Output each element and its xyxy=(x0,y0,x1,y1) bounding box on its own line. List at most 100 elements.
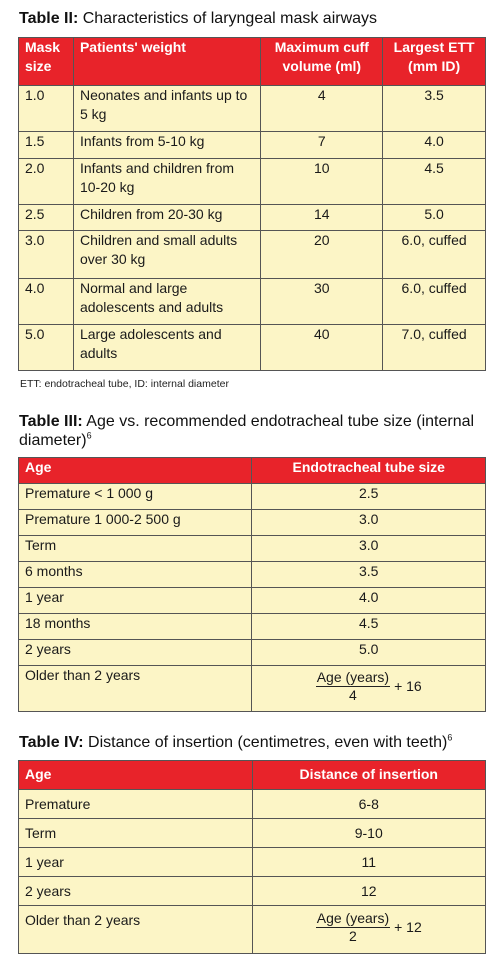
cell-mask-size: 2.5 xyxy=(18,204,74,231)
cell-tube-size: 4.0 xyxy=(251,587,486,614)
cell-cuff-volume: 30 xyxy=(260,278,384,325)
cell-weight: Children from 20-30 kg xyxy=(72,204,262,231)
formula-numerator: Age (years) xyxy=(315,910,391,928)
table3-title-reference: 6 xyxy=(86,430,92,441)
cell-tube-size: 3.0 xyxy=(251,509,486,536)
cell-weight: Children and small adults over 30 kg xyxy=(72,230,262,279)
table-row: Term 3.0 xyxy=(17,535,486,562)
cell-age: Premature xyxy=(18,789,253,819)
cell-distance: 12 xyxy=(251,876,486,906)
cell-age: Older than 2 years xyxy=(18,905,253,954)
header-tube-size: Endotracheal tube size xyxy=(251,457,486,484)
cell-cuff-volume: 7 xyxy=(260,131,384,159)
cell-ett: 7.0, cuffed xyxy=(382,324,486,371)
header-insertion-distance: Distance of insertion xyxy=(251,760,486,790)
table2: Mask size Patients' weight Maximum cuff … xyxy=(18,37,486,371)
table-row: 6 months 3.5 xyxy=(17,561,486,588)
cell-mask-size: 5.0 xyxy=(18,324,74,371)
table-row: 4.0 Normal and large adolescents and adu… xyxy=(18,278,486,325)
cell-tube-size: 4.5 xyxy=(251,613,486,640)
table-row: 1.0 Neonates and infants up to 5 kg 4 3.… xyxy=(18,85,486,132)
table2-title-text: Characteristics of laryngeal mask airway… xyxy=(78,10,378,27)
cell-ett: 6.0, cuffed xyxy=(382,278,486,325)
table4-title-reference: 6 xyxy=(447,732,453,743)
table-row: Premature 1 000-2 500 g 3.0 xyxy=(17,509,486,536)
cell-ett: 4.0 xyxy=(382,131,486,159)
table-row: 1.5 Infants from 5-10 kg 7 4.0 xyxy=(18,131,486,159)
formula-suffix: + 16 xyxy=(394,678,422,694)
table-row: Older than 2 years Age (years) 2 + 12 xyxy=(18,905,486,954)
formula-denominator: 2 xyxy=(349,928,357,944)
header-age: Age xyxy=(18,760,253,790)
formula-denominator: 4 xyxy=(349,687,357,703)
cell-ett: 5.0 xyxy=(382,204,486,231)
cell-age: 18 months xyxy=(17,613,253,640)
cell-weight: Neonates and infants up to 5 kg xyxy=(72,85,262,132)
cell-cuff-volume: 40 xyxy=(260,324,384,371)
cell-cuff-volume: 4 xyxy=(260,85,384,132)
cell-tube-size-formula: Age (years) 4 + 16 xyxy=(251,665,486,712)
cell-tube-size: 3.5 xyxy=(251,561,486,588)
table2-caption: Table II: Characteristics of laryngeal m… xyxy=(19,9,489,28)
table2-title-label: Table II: xyxy=(19,10,79,27)
cell-distance: 6-8 xyxy=(251,789,486,819)
cell-age: Older than 2 years xyxy=(17,665,253,712)
cell-cuff-volume: 20 xyxy=(260,230,384,279)
table3: Age Endotracheal tube size Premature < 1… xyxy=(17,457,486,712)
table-row: 3.0 Children and small adults over 30 kg… xyxy=(18,230,486,279)
cell-cuff-volume: 10 xyxy=(260,158,384,205)
cell-tube-size: 2.5 xyxy=(251,483,486,510)
table3-caption: Table III: Age vs. recommended endotrach… xyxy=(19,412,489,450)
cell-mask-size: 1.5 xyxy=(18,131,74,159)
cell-age: 1 year xyxy=(17,587,253,614)
cell-weight: Infants from 5-10 kg xyxy=(72,131,262,159)
cell-ett: 3.5 xyxy=(382,85,486,132)
cell-age: Term xyxy=(18,818,253,848)
table4-header-row: Age Distance of insertion xyxy=(18,760,486,790)
cell-mask-size: 3.0 xyxy=(18,230,74,279)
table3-title-label: Table III: xyxy=(19,413,83,430)
table4-caption: Table IV: Distance of insertion (centime… xyxy=(19,733,489,752)
header-patients-weight: Patients' weight xyxy=(72,37,262,86)
formula-suffix: + 12 xyxy=(394,919,422,935)
formula-numerator: Age (years) xyxy=(315,669,391,687)
header-largest-ett: Largest ETT (mm ID) xyxy=(382,37,486,86)
header-age: Age xyxy=(17,457,253,484)
cell-age: 2 years xyxy=(17,639,253,666)
table-row: 2.0 Infants and children from 10-20 kg 1… xyxy=(18,158,486,205)
table2-footnote: ETT: endotracheal tube, ID: internal dia… xyxy=(20,378,229,390)
header-mask-size: Mask size xyxy=(18,37,74,86)
cell-ett: 4.5 xyxy=(382,158,486,205)
table-row: 1 year 4.0 xyxy=(17,587,486,614)
cell-mask-size: 1.0 xyxy=(18,85,74,132)
cell-distance-formula: Age (years) 2 + 12 xyxy=(251,905,486,954)
table-row: 2 years 12 xyxy=(18,876,486,906)
table-row: 18 months 4.5 xyxy=(17,613,486,640)
table-row: 1 year 11 xyxy=(18,847,486,877)
cell-age: Premature 1 000-2 500 g xyxy=(17,509,253,536)
table4-title-label: Table IV: xyxy=(19,734,84,751)
cell-age: 1 year xyxy=(18,847,253,877)
table3-header-row: Age Endotracheal tube size xyxy=(17,457,486,484)
cell-tube-size: 5.0 xyxy=(251,639,486,666)
formula-fraction: Age (years) 4 xyxy=(315,669,391,704)
table-row: Premature < 1 000 g 2.5 xyxy=(17,483,486,510)
cell-weight: Normal and large adolescents and adults xyxy=(72,278,262,325)
table-row: 5.0 Large adolescents and adults 40 7.0,… xyxy=(18,324,486,371)
table-row: Term 9-10 xyxy=(18,818,486,848)
cell-age: Term xyxy=(17,535,253,562)
table3-title-text: Age vs. recommended endotracheal tube si… xyxy=(19,413,475,449)
cell-mask-size: 4.0 xyxy=(18,278,74,325)
table4-title-text: Distance of insertion (centimetres, even… xyxy=(83,734,448,751)
table2-header-row: Mask size Patients' weight Maximum cuff … xyxy=(18,37,486,86)
cell-tube-size: 3.0 xyxy=(251,535,486,562)
cell-age: 2 years xyxy=(18,876,253,906)
cell-cuff-volume: 14 xyxy=(260,204,384,231)
cell-mask-size: 2.0 xyxy=(18,158,74,205)
cell-weight: Infants and children from 10-20 kg xyxy=(72,158,262,205)
cell-ett: 6.0, cuffed xyxy=(382,230,486,279)
cell-distance: 11 xyxy=(251,847,486,877)
table-row: 2 years 5.0 xyxy=(17,639,486,666)
table-row: Older than 2 years Age (years) 4 + 16 xyxy=(17,665,486,712)
cell-age: Premature < 1 000 g xyxy=(17,483,253,510)
